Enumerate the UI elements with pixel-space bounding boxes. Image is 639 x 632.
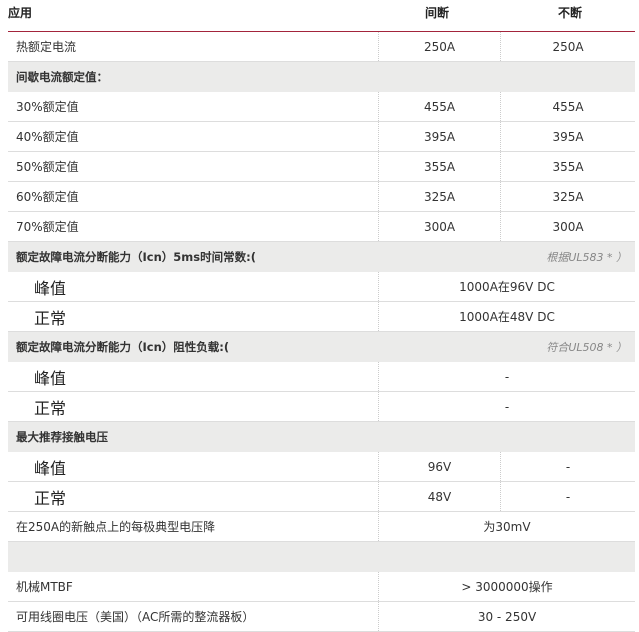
section-row: 额定故障电流分断能力（Icn）5ms时间常数:( 根据UL583 * ） — [8, 242, 635, 272]
intermittent-value: 355A — [378, 152, 500, 181]
row-label: 额定故障电流分断能力（Icn）阻性负载:( — [16, 339, 230, 354]
header-continuous: 不断 — [558, 6, 583, 20]
table-row: 50%额定值 355A 355A — [8, 152, 635, 182]
continuous-value: 250A — [500, 32, 635, 61]
combined-value: 30 - 250V — [378, 602, 635, 631]
section-row: 最大推荐接触电压 — [8, 422, 635, 452]
table-row: 70%额定值 300A 300A — [8, 212, 635, 242]
table-row: 热额定电流 250A 250A — [8, 32, 635, 62]
continuous-value: 455A — [500, 92, 635, 121]
combined-value: - — [378, 362, 635, 391]
row-label: 60%额定值 — [16, 190, 79, 204]
header-application: 应用 — [8, 6, 33, 20]
row-label: 最大推荐接触电压 — [16, 429, 108, 444]
continuous-value: 395A — [500, 122, 635, 151]
combined-value: 1000A在48V DC — [378, 302, 635, 331]
table-row: 峰值 96V - — [8, 452, 635, 482]
table-row: 30%额定值 455A 455A — [8, 92, 635, 122]
row-label: 正常 — [34, 308, 67, 328]
row-label: 间歇电流额定值： — [16, 69, 108, 84]
continuous-value: - — [500, 482, 635, 511]
section-note: 符合UL508 * ） — [546, 340, 627, 354]
table-row: 60%额定值 325A 325A — [8, 182, 635, 212]
continuous-value: 355A — [500, 152, 635, 181]
section-row — [8, 542, 635, 572]
spec-table: 热额定电流 250A 250A 间歇电流额定值： 30%额定值 455A 455A 40%额定… — [8, 32, 635, 632]
combined-value: > 3000000操作 — [378, 572, 635, 601]
table-row: 正常 1000A在48V DC — [8, 302, 635, 332]
intermittent-value: 250A — [378, 32, 500, 61]
table-row: 峰值 1000A在96V DC — [8, 272, 635, 302]
row-label: 40%额定值 — [16, 130, 79, 144]
table-row: 峰值 - — [8, 362, 635, 392]
continuous-value: 300A — [500, 212, 635, 241]
table-header: 应用 间断 不断 — [8, 0, 635, 32]
continuous-value: - — [500, 452, 635, 481]
section-row: 间歇电流额定值： — [8, 62, 635, 92]
row-label: 可用线圈电压（美国）（AC所需的整流器板） — [16, 610, 255, 624]
row-label: 50%额定值 — [16, 160, 79, 174]
row-label: 正常 — [34, 398, 67, 418]
row-label: 在250A的新触点上的每极典型电压降 — [16, 520, 216, 534]
row-label: 峰值 — [34, 278, 67, 298]
table-row: 40%额定值 395A 395A — [8, 122, 635, 152]
table-row: 正常 48V - — [8, 482, 635, 512]
row-label: 峰值 — [34, 458, 67, 478]
continuous-value: 325A — [500, 182, 635, 211]
table-row: 机械MTBF > 3000000操作 — [8, 572, 635, 602]
intermittent-value: 395A — [378, 122, 500, 151]
table-row: 在250A的新触点上的每极典型电压降 为30mV — [8, 512, 635, 542]
intermittent-value: 325A — [378, 182, 500, 211]
row-label: 70%额定值 — [16, 220, 79, 234]
intermittent-value: 300A — [378, 212, 500, 241]
row-label: 机械MTBF — [16, 580, 73, 594]
section-row: 额定故障电流分断能力（Icn）阻性负载:( 符合UL508 * ） — [8, 332, 635, 362]
combined-value: 1000A在96V DC — [378, 272, 635, 301]
row-label: 峰值 — [34, 368, 67, 388]
combined-value: - — [378, 392, 635, 421]
combined-value: 为30mV — [378, 512, 635, 541]
section-note: 根据UL583 * ） — [546, 250, 627, 264]
table-row: 正常 - — [8, 392, 635, 422]
intermittent-value: 96V — [378, 452, 500, 481]
intermittent-value: 48V — [378, 482, 500, 511]
intermittent-value: 455A — [378, 92, 500, 121]
row-label: 30%额定值 — [16, 100, 79, 114]
row-label: 热额定电流 — [16, 40, 77, 54]
table-row: 可用线圈电压（美国）（AC所需的整流器板） 30 - 250V — [8, 602, 635, 632]
row-label: 正常 — [34, 488, 67, 508]
header-intermittent: 间断 — [425, 6, 450, 20]
row-label: 额定故障电流分断能力（Icn）5ms时间常数:( — [16, 249, 256, 264]
